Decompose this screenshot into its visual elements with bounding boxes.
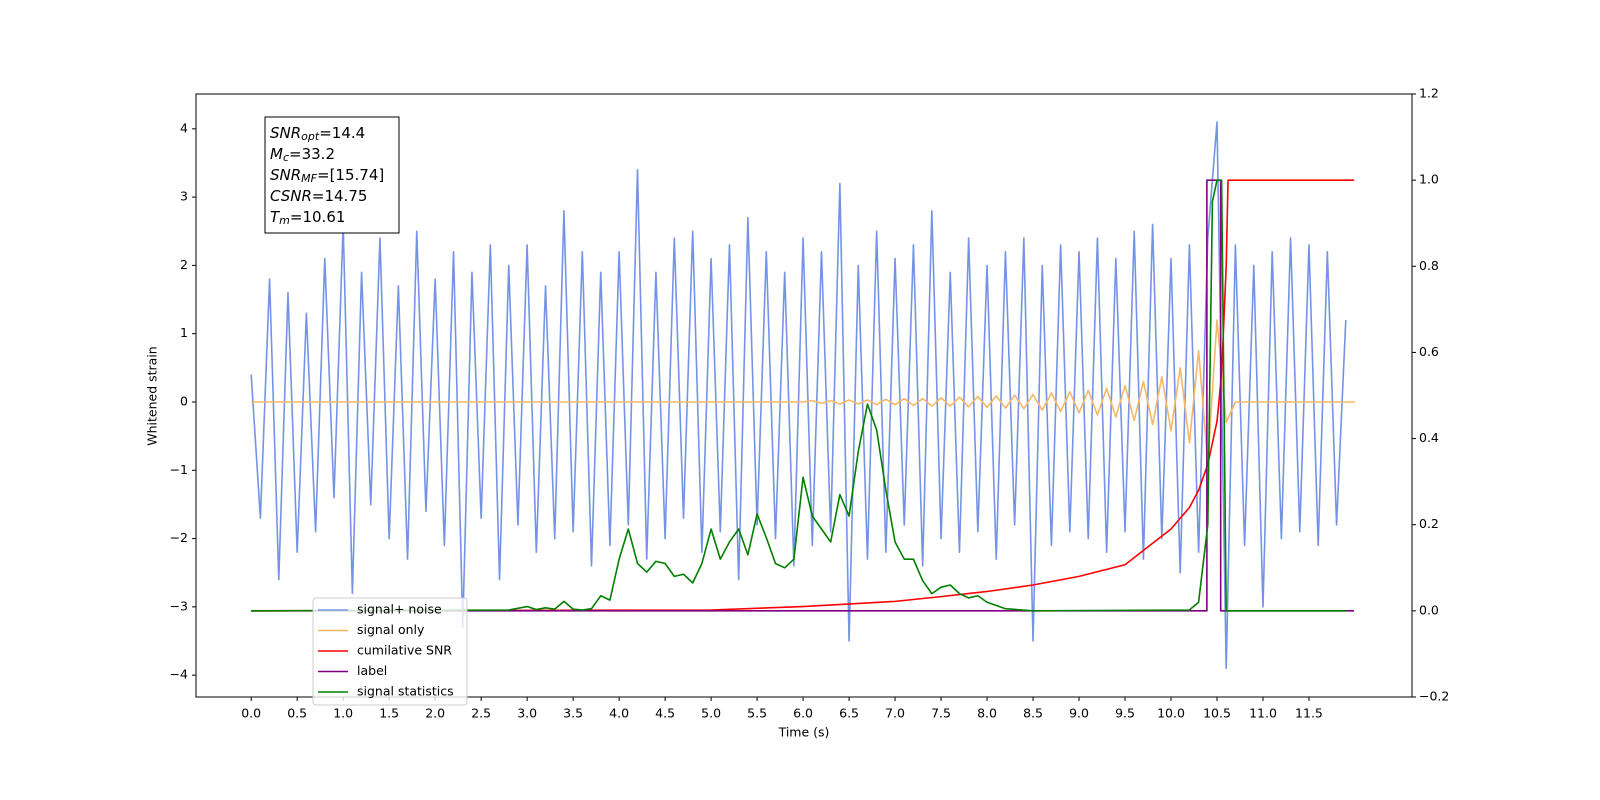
annotation-line: SNRMF=[15.74] bbox=[270, 166, 384, 186]
y-tick-label: 2 bbox=[180, 257, 188, 272]
annotation-symbol: SNR bbox=[270, 166, 301, 184]
x-tick-label: 6.5 bbox=[839, 706, 859, 721]
series-line bbox=[251, 319, 1355, 465]
annotation-value: =[15.74] bbox=[317, 166, 384, 184]
x-tick-label: 5.0 bbox=[701, 706, 721, 721]
annotation-symbol: SNR bbox=[270, 124, 301, 142]
annotation-subscript: MF bbox=[301, 172, 317, 185]
annotation-frame bbox=[264, 116, 400, 234]
annotation-symbol: CSNR bbox=[270, 187, 312, 205]
annotation-line: Tm=10.61 bbox=[270, 208, 345, 228]
y-axis-label: Whitened strain bbox=[145, 346, 160, 445]
annotation-value: =10.61 bbox=[290, 208, 346, 226]
y-tick-label: −2 bbox=[170, 530, 188, 545]
x-tick-label: 0.5 bbox=[287, 706, 307, 721]
y2-tick-label: 1.2 bbox=[1419, 86, 1439, 101]
annotation-box: SNRopt=14.4Mc=33.2SNRMF=[15.74]CSNR=14.7… bbox=[264, 116, 400, 234]
annotation-value: =14.4 bbox=[319, 124, 365, 142]
annotation-line: SNRopt=14.4 bbox=[270, 124, 365, 144]
series-line bbox=[251, 179, 1355, 612]
x-tick-label: 7.5 bbox=[931, 706, 951, 721]
x-tick-label: 4.0 bbox=[609, 706, 629, 721]
plot-area bbox=[250, 121, 1355, 670]
legend-label: label bbox=[357, 663, 387, 678]
x-tick-label: 8.5 bbox=[1023, 706, 1043, 721]
x-tick-label: 2.0 bbox=[425, 706, 445, 721]
legend: signal+ noise signal only cumilative SNR la… bbox=[312, 597, 468, 706]
y2-tick-label: 0.6 bbox=[1419, 344, 1439, 359]
x-tick-label: 2.5 bbox=[471, 706, 491, 721]
legend-label: cumilative SNR bbox=[357, 643, 452, 658]
y2-tick-label: −0.2 bbox=[1419, 689, 1449, 704]
x-tick-label: 10.0 bbox=[1157, 706, 1185, 721]
x-tick-label: 8.0 bbox=[977, 706, 997, 721]
x-tick-label: 3.0 bbox=[517, 706, 537, 721]
legend-label: signal only bbox=[357, 622, 425, 637]
annotation-value: =14.75 bbox=[312, 187, 368, 205]
x-tick-label: 3.5 bbox=[563, 706, 583, 721]
annotation-subscript: c bbox=[283, 151, 289, 164]
x-axis-label: Time (s) bbox=[778, 725, 830, 740]
axes-frame bbox=[195, 93, 1413, 698]
x-tick-label: 9.5 bbox=[1115, 706, 1135, 721]
x-tick-label: 7.0 bbox=[885, 706, 905, 721]
x-tick-label: 9.0 bbox=[1069, 706, 1089, 721]
y2-tick-label: 1.0 bbox=[1419, 172, 1439, 187]
legend-frame bbox=[312, 597, 468, 706]
x-tick-label: 1.5 bbox=[379, 706, 399, 721]
x-tick-label: 11.5 bbox=[1295, 706, 1323, 721]
series-line bbox=[251, 179, 1346, 612]
legend-label: signal+ noise bbox=[357, 602, 442, 617]
y-tick-label: 3 bbox=[180, 189, 188, 204]
x-tick-label: 1.0 bbox=[333, 706, 353, 721]
y-tick-label: 1 bbox=[180, 325, 188, 340]
annotation-subscript: m bbox=[279, 214, 290, 227]
y2-tick-label: 0.0 bbox=[1419, 602, 1439, 617]
x-tick-label: 4.5 bbox=[655, 706, 675, 721]
legend-label: signal statistics bbox=[357, 684, 454, 699]
x-tick-label: 5.5 bbox=[747, 706, 767, 721]
x-tick-label: 11.0 bbox=[1249, 706, 1277, 721]
annotation-symbol: M bbox=[270, 145, 283, 163]
annotation-value: =33.2 bbox=[289, 145, 335, 163]
y-tick-label: 4 bbox=[180, 120, 188, 135]
annotation-subscript: opt bbox=[301, 130, 320, 143]
x-tick-label: 0.0 bbox=[241, 706, 261, 721]
x-tick-label: 6.0 bbox=[793, 706, 813, 721]
x-tick-label: 10.5 bbox=[1203, 706, 1231, 721]
y-tick-label: −1 bbox=[170, 462, 188, 477]
annotation-line: CSNR=14.75 bbox=[270, 187, 367, 205]
y-tick-label: −3 bbox=[170, 598, 188, 613]
y-tick-label: −4 bbox=[170, 667, 188, 682]
y2-tick-label: 0.2 bbox=[1419, 516, 1439, 531]
y2-tick-label: 0.8 bbox=[1419, 258, 1439, 273]
annotation-symbol: T bbox=[270, 208, 281, 226]
y2-tick-label: 0.4 bbox=[1419, 430, 1439, 445]
y-tick-label: 0 bbox=[180, 393, 188, 408]
annotation-line: Mc=33.2 bbox=[270, 145, 335, 165]
